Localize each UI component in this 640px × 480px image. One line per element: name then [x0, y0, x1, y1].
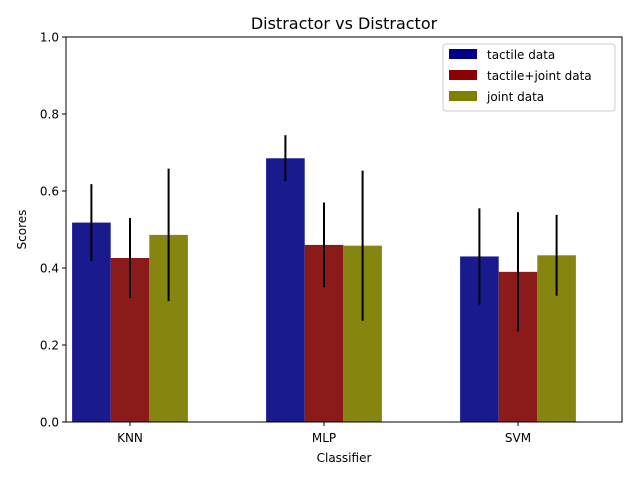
x-tick-label: MLP	[312, 431, 336, 445]
legend-swatch	[449, 49, 477, 59]
legend-box	[442, 43, 616, 112]
y-tick-label: 0.0	[40, 416, 59, 430]
legend-label: tactile data	[487, 48, 555, 62]
legend-swatch	[449, 70, 477, 80]
x-axis-label: Classifier	[317, 451, 372, 465]
legend-swatch	[449, 91, 477, 101]
y-tick-label: 0.4	[40, 262, 59, 276]
x-axis-ticks: KNN MLP SVM	[117, 422, 531, 445]
y-axis-label: Scores	[15, 210, 29, 250]
plot-frame	[65, 36, 623, 423]
x-tick-label: SVM	[505, 431, 531, 445]
y-tick-label: 0.2	[40, 339, 59, 353]
y-tick-label: 1.0	[40, 31, 59, 45]
chart-title: Distractor vs Distractor	[251, 14, 438, 33]
y-tick-label: 0.6	[40, 185, 59, 199]
bar-mlp-series-1	[266, 158, 305, 422]
bars-layer	[72, 158, 576, 422]
y-axis-ticks: 0.0 0.2 0.4 0.6 0.8 1.0	[40, 31, 66, 430]
y-tick-label: 0.8	[40, 108, 59, 122]
legend: tactile data tactile+joint data joint data	[442, 43, 616, 112]
legend-label: joint data	[486, 90, 544, 104]
x-tick-label: KNN	[117, 431, 143, 445]
error-bars-layer	[90, 135, 558, 332]
legend-label: tactile+joint data	[487, 69, 592, 83]
